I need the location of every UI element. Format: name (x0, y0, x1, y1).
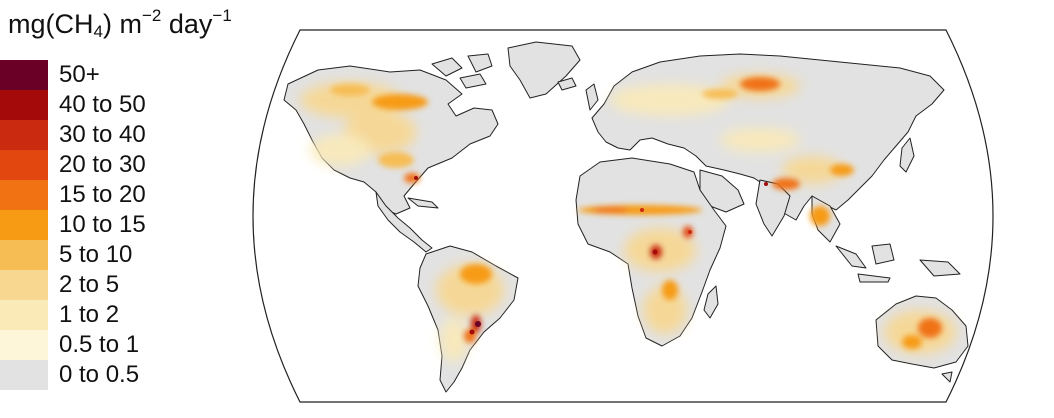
world-methane-map (252, 29, 994, 403)
color-legend: 50+ 40 to 50 30 to 40 20 to 30 15 to 20 … (0, 60, 200, 390)
legend-swatch (0, 330, 48, 360)
legend-row: 10 to 15 (0, 210, 200, 240)
legend-row: 40 to 50 (0, 90, 200, 120)
legend-label: 1 to 2 (59, 301, 120, 328)
legend-swatch (0, 300, 48, 330)
legend-swatch (0, 270, 48, 300)
legend-label: 30 to 40 (59, 121, 146, 148)
legend-row: 0.5 to 1 (0, 330, 200, 360)
legend-swatch (0, 150, 48, 180)
legend-label: 5 to 10 (59, 241, 133, 268)
legend-label: 50+ (59, 61, 100, 88)
legend-swatch (0, 120, 48, 150)
legend-swatch (0, 60, 48, 90)
legend-row: 30 to 40 (0, 120, 200, 150)
legend-row: 20 to 30 (0, 150, 200, 180)
legend-row: 1 to 2 (0, 300, 200, 330)
legend-row: 2 to 5 (0, 270, 200, 300)
legend-label: 40 to 50 (59, 91, 146, 118)
legend-row: 0 to 0.5 (0, 360, 200, 390)
legend-swatch (0, 210, 48, 240)
legend-label: 15 to 20 (59, 181, 146, 208)
legend-swatch (0, 360, 48, 390)
legend-row: 50+ (0, 60, 200, 90)
legend-label: 0.5 to 1 (59, 331, 140, 358)
legend-label: 0 to 0.5 (59, 361, 140, 388)
legend-swatch (0, 240, 48, 270)
legend-label: 2 to 5 (59, 271, 120, 298)
legend-unit-title: mg(CH4) m−2 day−1 (8, 6, 232, 41)
legend-row: 5 to 10 (0, 240, 200, 270)
legend-swatch (0, 90, 48, 120)
legend-row: 15 to 20 (0, 180, 200, 210)
legend-label: 20 to 30 (59, 151, 146, 178)
emission-overlay (300, 74, 956, 362)
legend-label: 10 to 15 (59, 211, 146, 238)
legend-swatch (0, 180, 48, 210)
